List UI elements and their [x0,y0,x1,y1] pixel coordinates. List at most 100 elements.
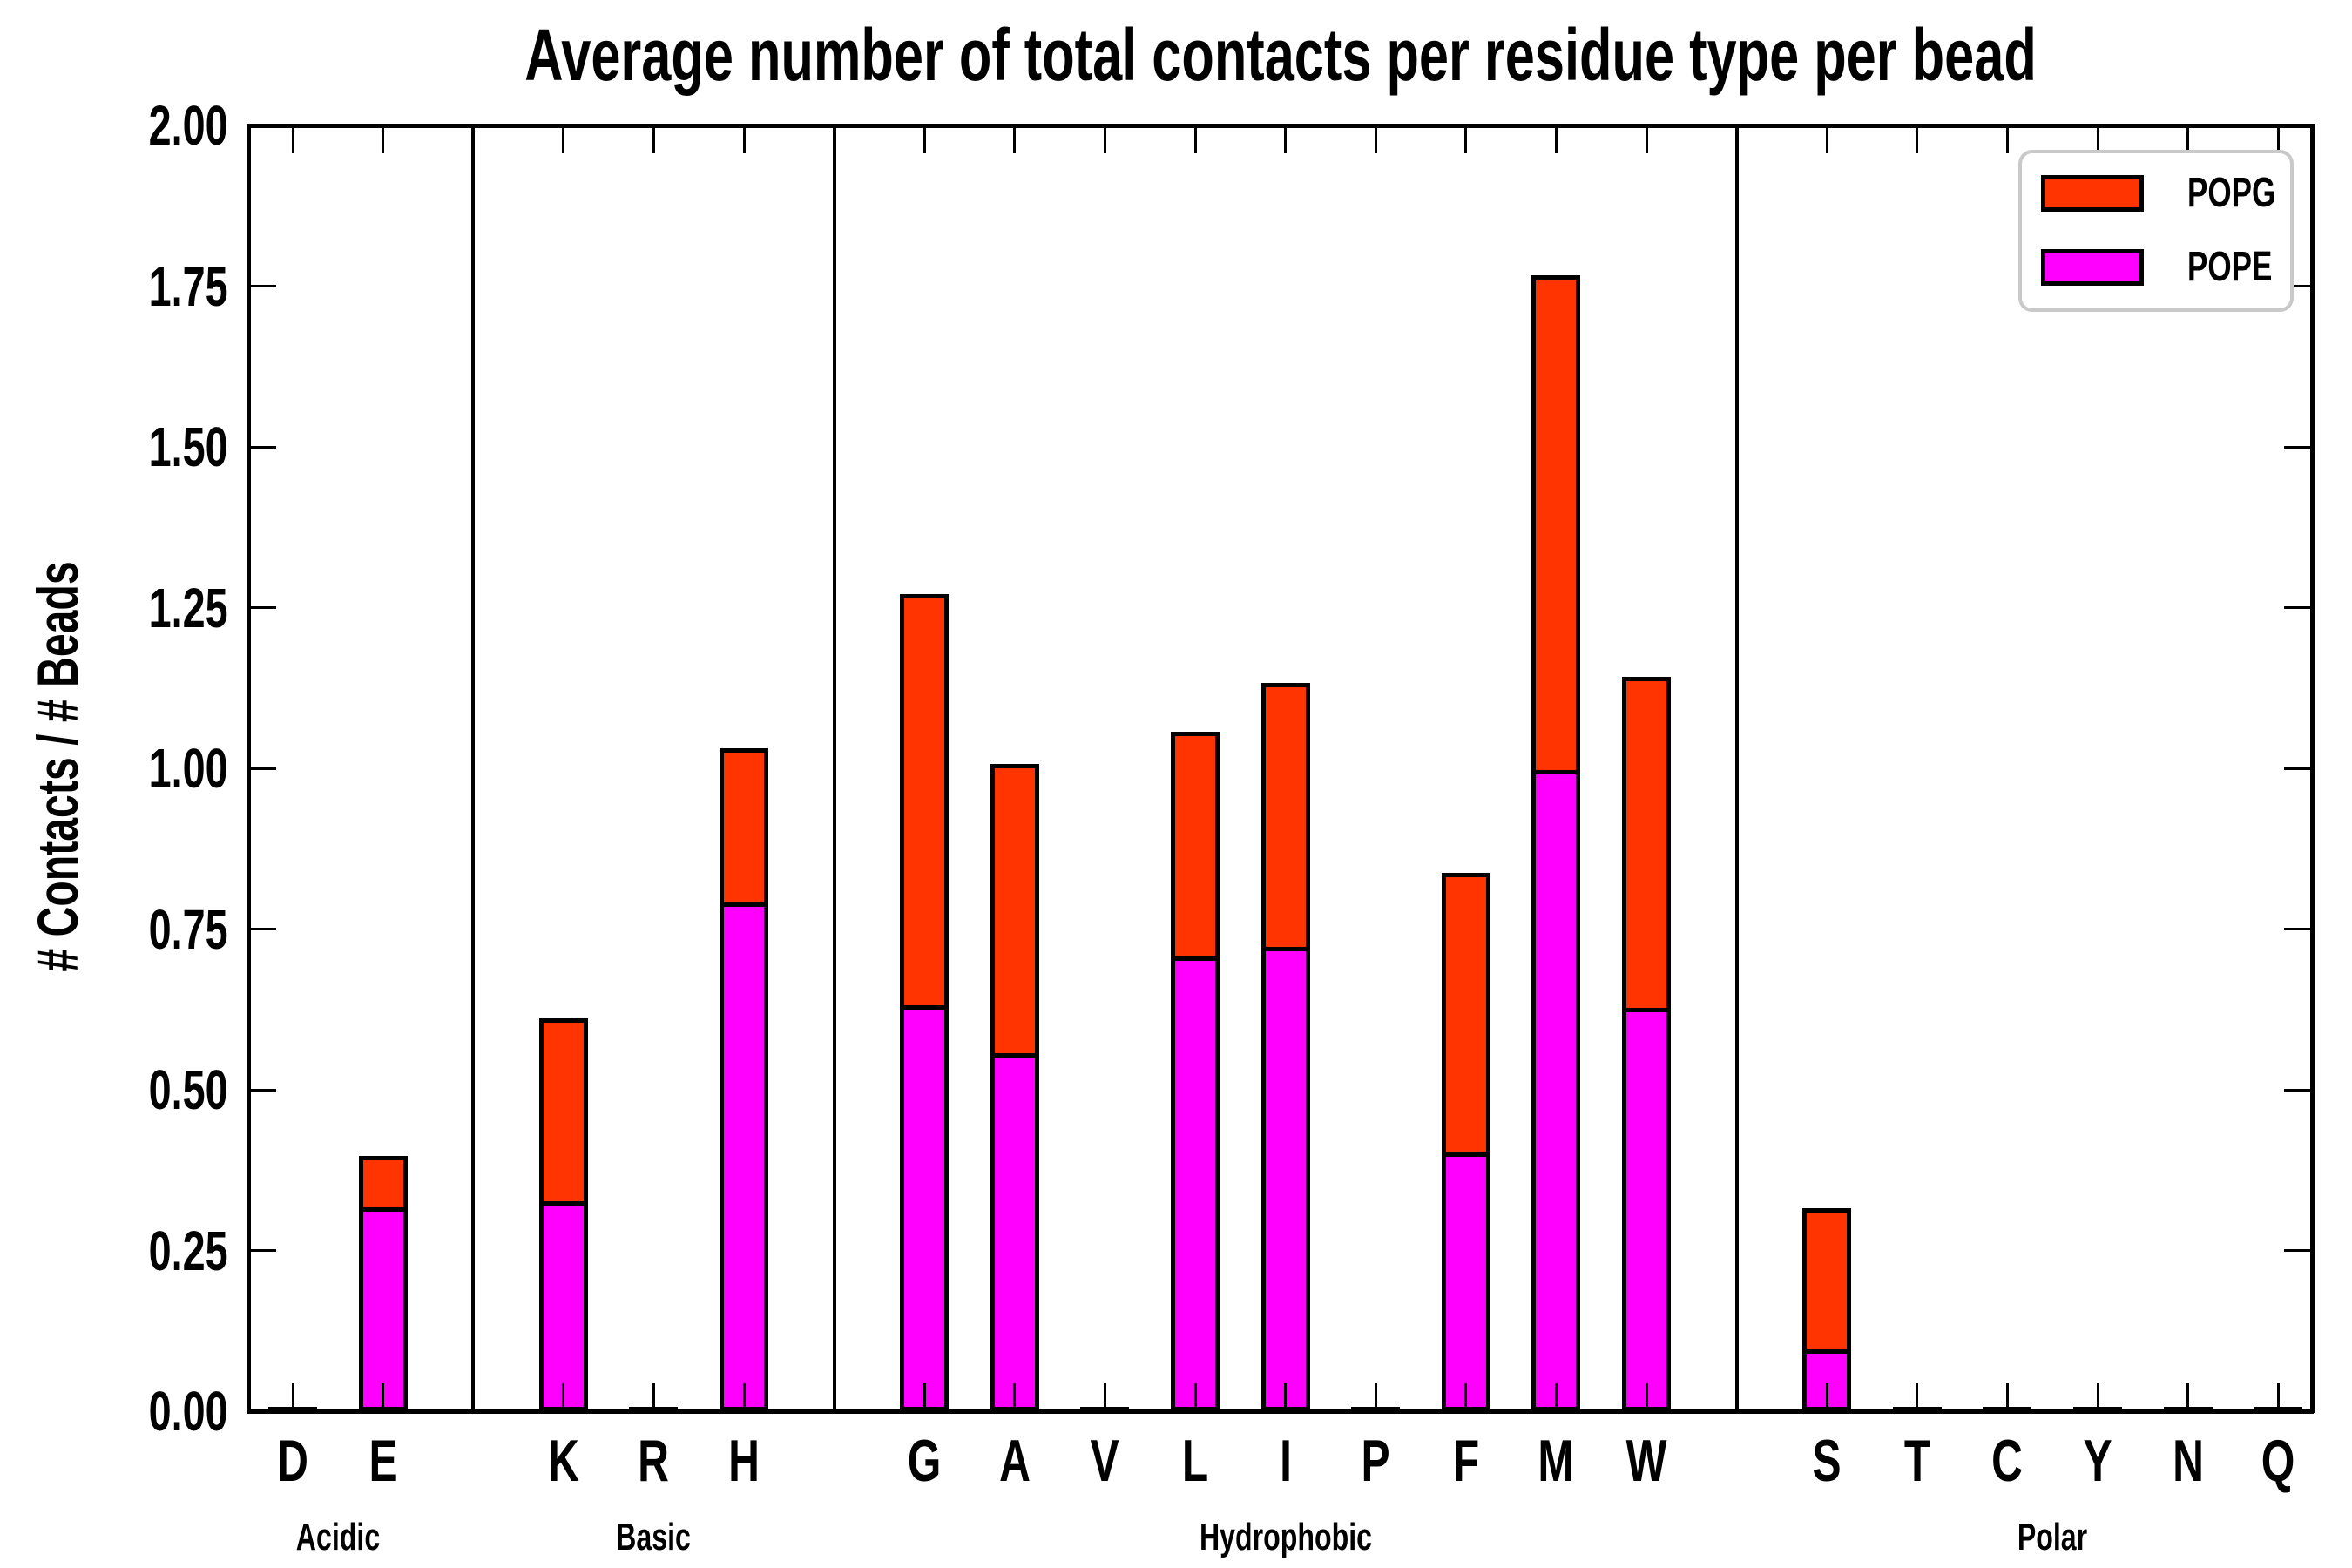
y-tick-right-1.75 [2284,285,2312,287]
x-tick-top-W [1645,125,1648,153]
y-tick-1.75 [248,285,276,287]
x-tick-label-G: G [902,1430,948,1491]
y-tick-label-text: 0.75 [149,897,228,961]
y-tick-label-text: 1.75 [149,254,228,318]
x-tick-top-A [1013,125,1017,153]
x-tick-top-G [923,125,926,153]
x-tick-top-C [2005,125,2009,153]
group-label-text: Acidic [295,1516,380,1558]
x-tick-D [291,1383,294,1411]
x-tick-label-text: G [907,1428,942,1494]
x-tick-Y [2096,1383,2099,1411]
x-tick-A [1013,1383,1017,1411]
y-tick-1.00 [248,767,276,770]
x-tick-label-N: N [2166,1430,2209,1491]
x-tick-label-text: K [547,1428,579,1494]
x-tick-top-Q [2276,125,2280,153]
group-label-text: Basic [616,1516,692,1558]
x-tick-label-E: E [363,1430,402,1491]
bar-segment-POPG-W [1622,677,1671,1012]
x-tick-top-V [1103,125,1106,153]
x-tick-label-C: C [1986,1430,2029,1491]
x-tick-label-text: F [1452,1428,1479,1494]
x-tick-top-T [1916,125,1919,153]
group-label-text: Polar [2017,1516,2088,1558]
group-separator-line [1734,125,1739,1411]
x-tick-label-W: W [1619,1430,1674,1491]
y-tick-label-text: 1.25 [149,576,228,639]
bar-segment-POPE-M [1531,774,1581,1411]
y-tick-label-text: 1.50 [149,416,228,478]
bar-segment-POPG-I [1260,683,1310,951]
x-tick-top-F [1464,125,1468,153]
legend-swatch-POPG [2041,175,2144,212]
x-tick-top-H [742,125,746,153]
bar-segment-POPE-H [720,907,768,1411]
x-tick-label-R: R [632,1430,675,1491]
y-tick-label-1.50: 1.50 [0,417,228,476]
x-tick-top-L [1193,125,1197,153]
y-tick-label-1.75: 1.75 [0,257,228,316]
top-spine [247,124,2314,128]
x-tick-label-text: W [1625,1428,1667,1494]
bar-segment-POPG-L [1171,732,1220,961]
y-tick-right-0.50 [2284,1088,2312,1092]
x-tick-label-L: L [1177,1430,1213,1491]
x-tick-label-text: T [1903,1428,1930,1494]
bar-segment-POPG-S [1802,1208,1852,1354]
x-tick-label-T: T [1899,1430,1936,1491]
x-tick-top-K [562,125,565,153]
x-tick-label-text: D [277,1428,308,1494]
x-tick-top-S [1825,125,1828,153]
y-tick-label-text: 0.00 [149,1380,228,1443]
x-axis-spine [247,1409,2314,1414]
x-tick-top-E [382,125,385,153]
x-tick-P [1374,1383,1377,1411]
bar-segment-POPG-M [1531,275,1581,774]
x-tick-label-text: A [998,1428,1031,1494]
x-tick-label-text: N [2172,1428,2204,1494]
legend-label-text: POPG [2187,170,2276,216]
legend-label-text: POPE [2187,244,2273,290]
bar-segment-POPG-E [358,1156,408,1212]
bar-segment-POPE-W [1622,1012,1671,1411]
y-tick-label-text: 0.50 [149,1058,228,1121]
bar-segment-POPE-L [1171,961,1220,1411]
y-tick-label-text: 1.00 [149,737,228,800]
bar-segment-POPE-F [1441,1157,1490,1411]
x-tick-label-text: L [1181,1428,1209,1494]
y-tick-0.75 [248,928,276,930]
x-tick-label-text: R [638,1428,670,1494]
y-tick-label-2.00: 2.00 [0,96,228,155]
x-tick-label-text: Q [2261,1428,2295,1494]
group-label-hydrophobic: Hydrophobic [1167,1517,1403,1558]
x-tick-label-M: M [1531,1430,1581,1491]
x-tick-H [742,1383,746,1411]
bar-segment-POPE-A [990,1058,1039,1411]
x-tick-top-N [2186,125,2190,153]
y-tick-1.50 [248,445,276,449]
group-label-basic: Basic [603,1517,705,1558]
x-tick-label-text: C [1991,1428,2024,1494]
x-tick-M [1554,1383,1558,1411]
x-tick-I [1284,1383,1288,1411]
y-tick-0.25 [248,1249,276,1252]
y-tick-right-1.25 [2284,606,2312,609]
bar-segment-POPG-G [900,594,950,1010]
bar-segment-POPG-A [990,764,1039,1058]
x-tick-label-Q: Q [2255,1430,2301,1491]
x-tick-top-I [1284,125,1288,153]
x-tick-label-K: K [542,1430,585,1491]
x-tick-R [652,1383,655,1411]
legend: POPG POPE [2018,150,2294,312]
x-tick-top-Y [2096,125,2099,153]
legend-swatch-POPE [2041,249,2144,286]
right-spine [2310,124,2315,1413]
x-tick-label-P: P [1356,1430,1396,1491]
x-tick-label-A: A [993,1430,1036,1491]
x-tick-label-Y: Y [2078,1430,2117,1491]
bar-segment-POPG-F [1441,873,1490,1157]
y-axis-spine [247,124,251,1413]
x-tick-label-text: H [728,1428,760,1494]
